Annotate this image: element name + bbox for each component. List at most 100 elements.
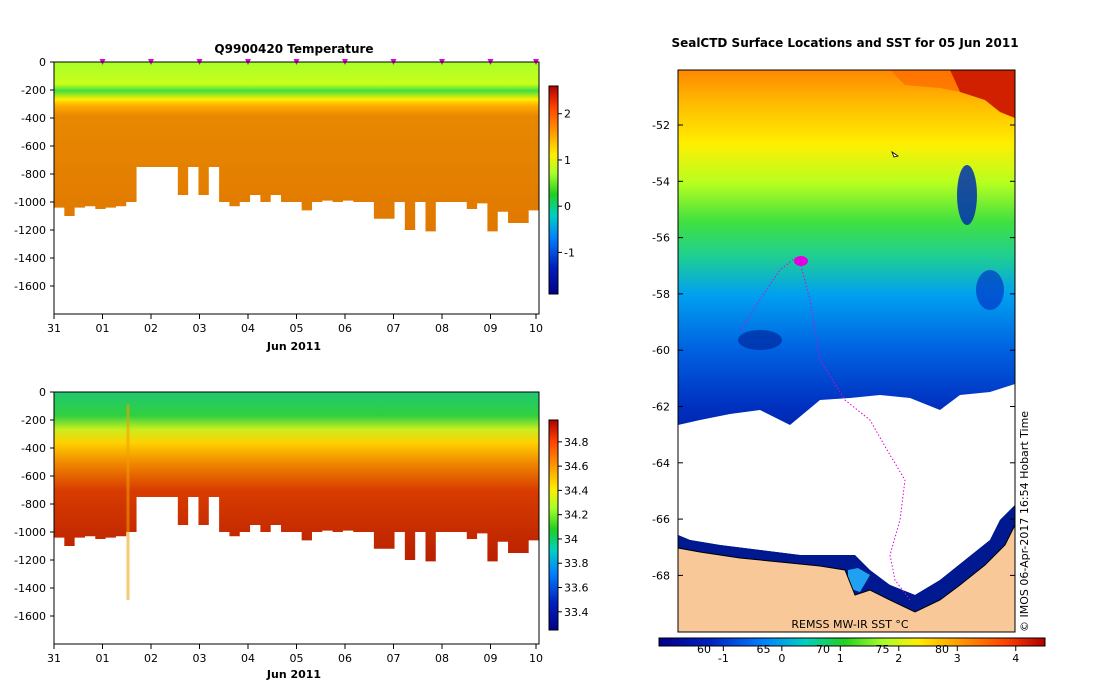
x-tick-label: 03 [193, 322, 207, 335]
colorbar-tick-label: 34.4 [564, 484, 589, 497]
sst-top-tick-label: 60 [697, 643, 711, 656]
x-tick-label: 09 [484, 322, 498, 335]
sst-tick-label: 1 [837, 652, 844, 665]
colorbar-tick-label: 34.6 [564, 460, 589, 473]
x-tick-label: 31 [47, 322, 61, 335]
colorbar-tick-label: -1 [564, 246, 575, 259]
lat-tick-label: -52 [652, 119, 670, 132]
sst-tick-label: 4 [1012, 652, 1019, 665]
temperature-xlabel: Jun 2011 [266, 340, 321, 353]
x-tick-label: 05 [290, 322, 304, 335]
y-tick-label: -600 [21, 470, 46, 483]
y-tick-label: -800 [21, 168, 46, 181]
y-tick-label: -600 [21, 140, 46, 153]
sst-colorbar [658, 637, 1046, 647]
y-tick-label: -1000 [14, 196, 46, 209]
sst-tick-label: 3 [954, 652, 961, 665]
y-tick-label: -400 [21, 442, 46, 455]
x-tick-label: 03 [193, 652, 207, 665]
map-title: SealCTD Surface Locations and SST for 05… [671, 36, 1018, 50]
temperature-field [54, 62, 539, 232]
cold-eddy-2 [738, 330, 782, 350]
y-tick-label: 0 [39, 386, 46, 399]
imos-credit: © IMOS 06-Apr-2017 16:54 Hobart Time [1018, 411, 1031, 632]
x-tick-label: 08 [435, 322, 449, 335]
lat-tick-label: -62 [652, 401, 670, 414]
sst-tick-label: -1 [718, 652, 729, 665]
x-tick-label: 07 [387, 652, 401, 665]
lat-tick-label: -68 [652, 569, 670, 582]
sst-map-panel: SealCTD Surface Locations and SST for 05… [652, 36, 1046, 665]
salinity-x-axis: 31 01 02 03 04 05 06 07 08 09 10 [47, 644, 543, 665]
x-tick-label: 04 [241, 322, 255, 335]
x-tick-label: 01 [96, 322, 110, 335]
lat-tick-label: -54 [652, 175, 670, 188]
x-tick-label: 01 [96, 652, 110, 665]
y-tick-label: -1200 [14, 554, 46, 567]
sea-ice [678, 384, 1015, 595]
y-tick-label: 0 [39, 56, 46, 69]
x-tick-label: 31 [47, 652, 61, 665]
lat-tick-label: -60 [652, 344, 670, 357]
x-tick-label: 05 [290, 652, 304, 665]
y-tick-label: -1000 [14, 526, 46, 539]
colorbar-tick-label: 34.2 [564, 509, 589, 522]
sst-top-tick-label: 75 [876, 643, 890, 656]
map-frame [677, 69, 1016, 633]
lat-tick-label: -58 [652, 288, 670, 301]
y-tick-label: -200 [21, 84, 46, 97]
y-tick-label: -800 [21, 498, 46, 511]
y-tick-label: -200 [21, 414, 46, 427]
x-tick-label: 07 [387, 322, 401, 335]
x-tick-label: 02 [144, 322, 158, 335]
salinity-y-axis: 0 -200 -400 -600 -800 -1000 -1200 -1400 -1600 [14, 386, 54, 623]
cold-eddy-3 [976, 270, 1004, 310]
y-tick-label: -1400 [14, 252, 46, 265]
colorbar-tick-label: 33.4 [564, 606, 589, 619]
colorbar-tick-label: 0 [564, 200, 571, 213]
y-tick-label: -1600 [14, 610, 46, 623]
cold-eddy-1 [957, 165, 977, 225]
x-tick-label: 06 [338, 322, 352, 335]
salinity-xlabel: Jun 2011 [266, 668, 321, 681]
sst-annotation: REMSS MW-IR SST °C [791, 618, 909, 631]
colorbar-tick-label: 34.8 [564, 436, 589, 449]
temperature-colorbar-ticks: 2 1 0 -1 [558, 108, 575, 259]
warm-sst-patch [950, 70, 1015, 118]
temperature-colorbar [548, 85, 559, 295]
x-tick-label: 02 [144, 652, 158, 665]
colorbar-tick-label: 1 [564, 154, 571, 167]
seal-surface-location [794, 256, 808, 266]
temperature-x-axis: 31 01 02 03 04 05 06 07 08 09 10 [47, 314, 543, 335]
seal-track [739, 257, 911, 601]
colorbar-tick-label: 2 [564, 108, 571, 121]
salinity-field [54, 392, 539, 562]
temperature-section-panel: Q9900420 Temperature 0 -200 -400 -600 -800 -1… [14, 42, 575, 353]
temperature-title: Q9900420 Temperature [214, 42, 373, 56]
sst-tick-label: 0 [778, 652, 785, 665]
lat-tick-label: -56 [652, 232, 670, 245]
coastal-warm-spot [848, 568, 870, 592]
salinity-colorbar-ticks: 34.8 34.6 34.4 34.2 34 33.8 33.6 33.4 [558, 436, 589, 619]
x-tick-label: 10 [529, 652, 543, 665]
sst-top-tick-label: 80 [935, 643, 949, 656]
lat-tick-label: -66 [652, 513, 670, 526]
colorbar-tick-label: 34 [564, 533, 578, 546]
lat-tick-label: -64 [652, 457, 670, 470]
x-tick-label: 04 [241, 652, 255, 665]
sst-tick-label: 2 [895, 652, 902, 665]
warm-sst-patch-2 [890, 70, 960, 92]
x-tick-label: 06 [338, 652, 352, 665]
salinity-colorbar [548, 419, 559, 631]
latitude-axis: -52 -54 -56 -58 -60 -62 -64 -66 -68 [652, 119, 1015, 582]
colorbar-tick-label: 33.6 [564, 582, 589, 595]
sst-colorbar-ticks: -1 0 1 2 3 4 60 65 70 75 80 [697, 643, 1019, 665]
cursor-marker [891, 150, 899, 158]
y-tick-label: -400 [21, 112, 46, 125]
y-tick-label: -1400 [14, 582, 46, 595]
temperature-y-axis: 0 -200 -400 -600 -800 -1000 -1200 -1400 -1600 [14, 56, 54, 293]
salinity-section-panel: 0 -200 -400 -600 -800 -1000 -1200 -1400 -1600 31… [14, 386, 588, 681]
colorbar-tick-label: 33.8 [564, 557, 589, 570]
sst-top-tick-label: 65 [757, 643, 771, 656]
